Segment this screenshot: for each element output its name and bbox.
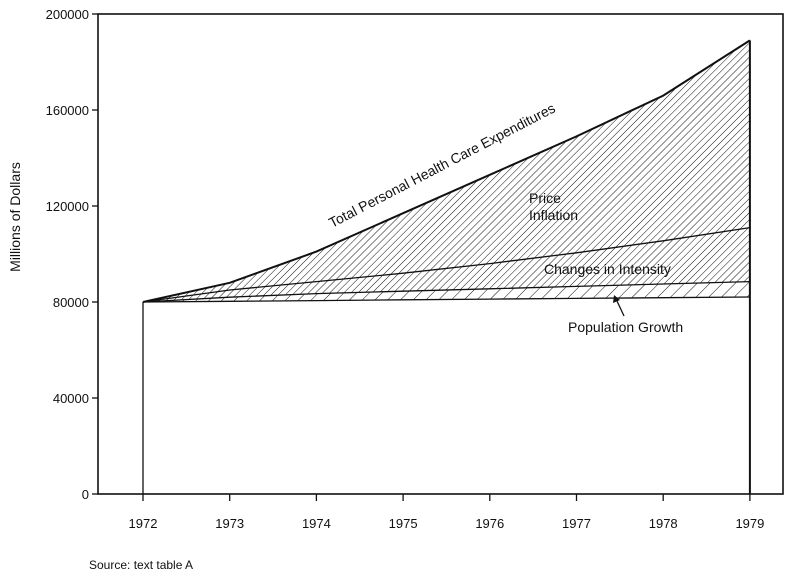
price-inflation-line [142, 226, 750, 303]
annotation-price-line2: Inflation [529, 207, 578, 223]
population-arrow-shaft [616, 300, 625, 317]
y-tick-label-200000: 200000 [46, 7, 89, 22]
total-expenditures-band [143, 40, 750, 303]
changes-in-intensity-line [142, 280, 750, 303]
annotation-intensity: Changes in Intensity [544, 261, 671, 277]
tick-labels: 0 40000 80000 120000 160000 200000 1972 1973 197… [46, 7, 765, 531]
axes [92, 13, 784, 501]
changes-in-intensity-band [143, 281, 750, 302]
x-tick-label-1977: 1977 [562, 516, 591, 531]
annotation-population: Population Growth [568, 319, 683, 335]
source-note: Source: text table A [89, 558, 194, 572]
y-tick-label-120000: 120000 [46, 199, 89, 214]
x-tick-label-1973: 1973 [215, 516, 244, 531]
y-tick-label-160000: 160000 [46, 103, 89, 118]
x-tick-label-1974: 1974 [302, 516, 331, 531]
price-inflation-band [143, 227, 750, 302]
x-tick-label-1975: 1975 [389, 516, 418, 531]
plot-frame [97, 13, 784, 495]
population-arrow-head [613, 295, 620, 303]
x-tick-label-1972: 1972 [129, 516, 158, 531]
x-tick-label-1979: 1979 [735, 516, 764, 531]
total-expenditures-line [142, 39, 751, 303]
y-tick-label-0: 0 [82, 487, 89, 502]
area-layers [142, 39, 751, 494]
y-axis-title: Millions of Dollars [7, 162, 23, 272]
y-tick-label-40000: 40000 [53, 391, 89, 406]
x-tick-label-1978: 1978 [649, 516, 678, 531]
population-growth-line [142, 296, 750, 303]
annotation-price-line1: Price [529, 190, 561, 206]
y-tick-label-80000: 80000 [53, 295, 89, 310]
x-tick-label-1976: 1976 [475, 516, 504, 531]
